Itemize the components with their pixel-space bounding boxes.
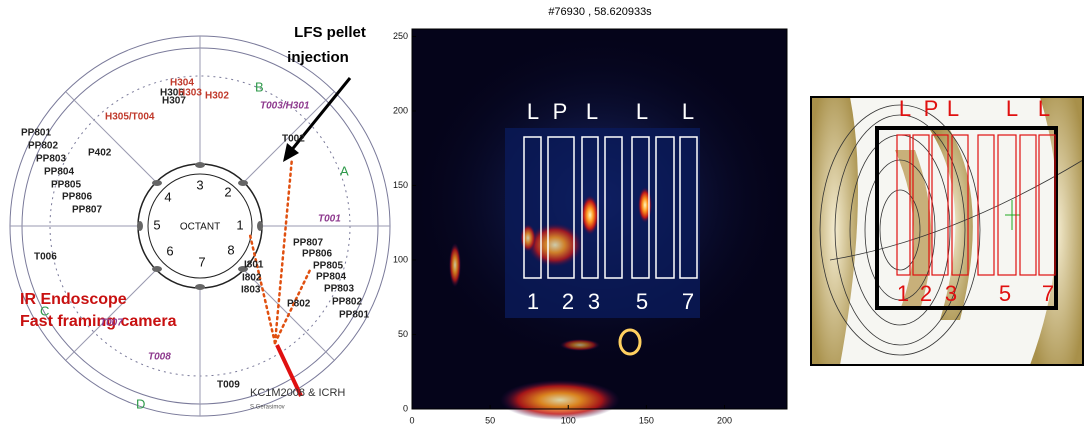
region-number: 1 bbox=[527, 289, 539, 314]
port-label: P802 bbox=[287, 299, 311, 310]
octant-number: 5 bbox=[153, 217, 160, 232]
region-number: 7 bbox=[682, 289, 694, 314]
port-label: I803 bbox=[241, 285, 261, 296]
port-label: PP803 bbox=[324, 284, 354, 295]
port-label: P402 bbox=[88, 148, 112, 159]
region-label: P bbox=[553, 99, 568, 124]
region-number: 5 bbox=[636, 289, 648, 314]
y-tick-label: 100 bbox=[393, 254, 408, 264]
region-label: P bbox=[924, 96, 939, 121]
port-label: PP804 bbox=[44, 167, 74, 178]
octant-number: 6 bbox=[166, 243, 173, 258]
region-number: 7 bbox=[1042, 281, 1054, 306]
port-label: PP802 bbox=[332, 297, 362, 308]
octant-number: 2 bbox=[224, 184, 231, 199]
x-tick-label: 0 bbox=[409, 415, 414, 425]
port-label: T003/H301 bbox=[260, 101, 310, 112]
region-label: L bbox=[1006, 96, 1018, 121]
port-label: T007 bbox=[100, 318, 123, 329]
octant-number: 8 bbox=[227, 242, 234, 257]
port-label: PP801 bbox=[339, 310, 369, 321]
port-label: T001 bbox=[318, 214, 341, 225]
sector-label: C bbox=[40, 303, 49, 318]
y-tick-label: 150 bbox=[393, 180, 408, 190]
x-tick-label: 100 bbox=[561, 415, 576, 425]
region-label: L bbox=[682, 99, 694, 124]
region-label: L bbox=[636, 99, 648, 124]
port-label: PP805 bbox=[51, 180, 81, 191]
port-label: T006 bbox=[34, 252, 57, 263]
region-number: 2 bbox=[562, 289, 574, 314]
left-labels: LFS pellet injection IR Endoscope Fast f… bbox=[20, 24, 366, 411]
port-label: H307 bbox=[162, 96, 186, 107]
octant-number: 1 bbox=[236, 217, 243, 232]
port-label: I801 bbox=[244, 260, 264, 271]
port-label: PP807 bbox=[72, 205, 102, 216]
y-tick-label: 200 bbox=[393, 105, 408, 115]
region-number: 3 bbox=[945, 281, 957, 306]
region-label: L bbox=[899, 96, 911, 121]
sector-label: D bbox=[136, 396, 145, 411]
pellet-label: LFS pellet bbox=[294, 24, 366, 41]
vessel-render bbox=[810, 96, 1084, 366]
octant-label: OCTANT bbox=[180, 222, 220, 233]
region-label: L bbox=[1038, 96, 1050, 121]
image-title: #76930 , 58.620933s bbox=[548, 6, 652, 18]
sector-label: A bbox=[340, 163, 349, 178]
x-tick-label: 200 bbox=[717, 415, 732, 425]
port-label: T009 bbox=[217, 380, 240, 391]
port-label: H306 bbox=[160, 88, 184, 99]
y-tick-label: 250 bbox=[393, 31, 408, 41]
x-tick-label: 150 bbox=[639, 415, 654, 425]
sector-label: B bbox=[255, 79, 264, 94]
region-label: L bbox=[947, 96, 959, 121]
port-label: H302 bbox=[205, 91, 229, 102]
octant-number: 3 bbox=[196, 177, 203, 192]
region-number: 1 bbox=[897, 281, 909, 306]
y-tick-label: 50 bbox=[398, 329, 408, 339]
author: S.Gerasimov bbox=[250, 405, 285, 411]
camera-label: IR Endoscope bbox=[20, 291, 127, 308]
port-label: PP802 bbox=[28, 141, 58, 152]
port-label: H303 bbox=[178, 88, 202, 99]
tokamak-diagram bbox=[9, 35, 391, 417]
pellet-label: injection bbox=[287, 49, 349, 66]
port-label: T002 bbox=[282, 134, 305, 145]
port-label: PP807 bbox=[293, 238, 323, 249]
port-label: H304 bbox=[170, 78, 194, 89]
region-number: 2 bbox=[920, 281, 932, 306]
camera-label: Fast framing camera bbox=[20, 313, 177, 330]
port-label: PP805 bbox=[313, 261, 343, 272]
octant-number: 7 bbox=[198, 254, 205, 269]
y-tick-label: 0 bbox=[403, 403, 408, 413]
port-label: I802 bbox=[242, 273, 262, 284]
port-label: PP806 bbox=[302, 249, 332, 260]
region-label: L bbox=[527, 99, 539, 124]
port-label: H305/T004 bbox=[105, 112, 155, 123]
region-label: L bbox=[586, 99, 598, 124]
region-number: 5 bbox=[999, 281, 1011, 306]
port-label: PP803 bbox=[36, 154, 66, 165]
camera-image bbox=[410, 28, 790, 420]
port-label: PP801 bbox=[21, 128, 51, 139]
antenna-label: KC1M2008 & ICRH bbox=[250, 387, 345, 399]
port-label: PP804 bbox=[316, 272, 346, 283]
octant-number: 4 bbox=[164, 189, 171, 204]
region-number: 3 bbox=[588, 289, 600, 314]
port-label: T008 bbox=[148, 352, 171, 363]
x-tick-label: 50 bbox=[485, 415, 495, 425]
port-label: PP806 bbox=[62, 192, 92, 203]
